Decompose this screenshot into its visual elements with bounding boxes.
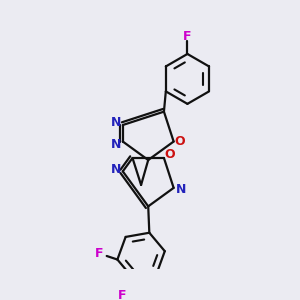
Text: O: O: [165, 148, 175, 161]
Text: F: F: [95, 247, 104, 260]
Text: N: N: [176, 183, 186, 196]
Text: N: N: [110, 138, 121, 151]
Text: N: N: [110, 163, 121, 176]
Text: F: F: [183, 30, 192, 43]
Text: F: F: [118, 289, 126, 300]
Text: N: N: [110, 116, 121, 129]
Text: O: O: [175, 135, 185, 148]
